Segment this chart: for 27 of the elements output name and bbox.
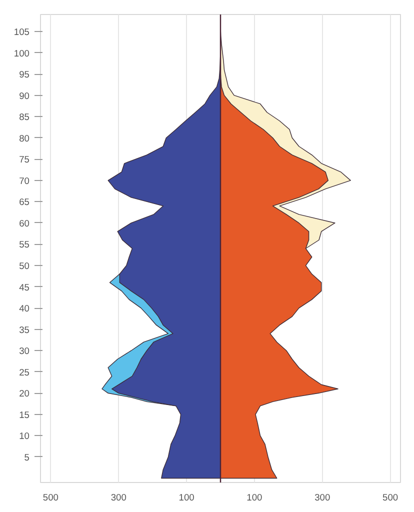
x-tick-label: 100 (246, 492, 262, 502)
y-tick-label: 100 (14, 48, 30, 58)
y-tick-label: 35 (19, 324, 30, 335)
y-tick-label: 70 (19, 176, 30, 186)
y-tick-label: 45 (19, 282, 30, 292)
y-tick-label: 30 (19, 346, 30, 356)
y-tick-label: 50 (19, 261, 30, 272)
x-tick-label: 300 (314, 492, 330, 502)
x-tick-label: 500 (382, 492, 398, 502)
y-tick-label: 75 (19, 154, 30, 165)
x-tick-label: 500 (42, 492, 58, 502)
y-tick-label: 5 (24, 452, 30, 462)
y-tick-label: 20 (19, 388, 30, 399)
y-tick-label: 25 (19, 367, 30, 378)
y-tick-label: 85 (19, 112, 30, 122)
y-tick-label: 10 (19, 431, 30, 442)
y-tick-label: 95 (19, 70, 30, 80)
y-tick-label: 55 (19, 240, 30, 250)
x-tick-label: 100 (178, 492, 194, 502)
y-tick-label: 65 (19, 197, 30, 208)
y-tick-label: 105 (14, 27, 30, 38)
x-tick-label: 300 (110, 492, 126, 502)
y-tick-label: 90 (19, 90, 30, 101)
y-tick-label: 60 (19, 218, 30, 228)
y-tick-label: 80 (19, 133, 30, 144)
y-tick-label: 40 (19, 304, 30, 314)
y-tick-label: 15 (19, 410, 30, 420)
